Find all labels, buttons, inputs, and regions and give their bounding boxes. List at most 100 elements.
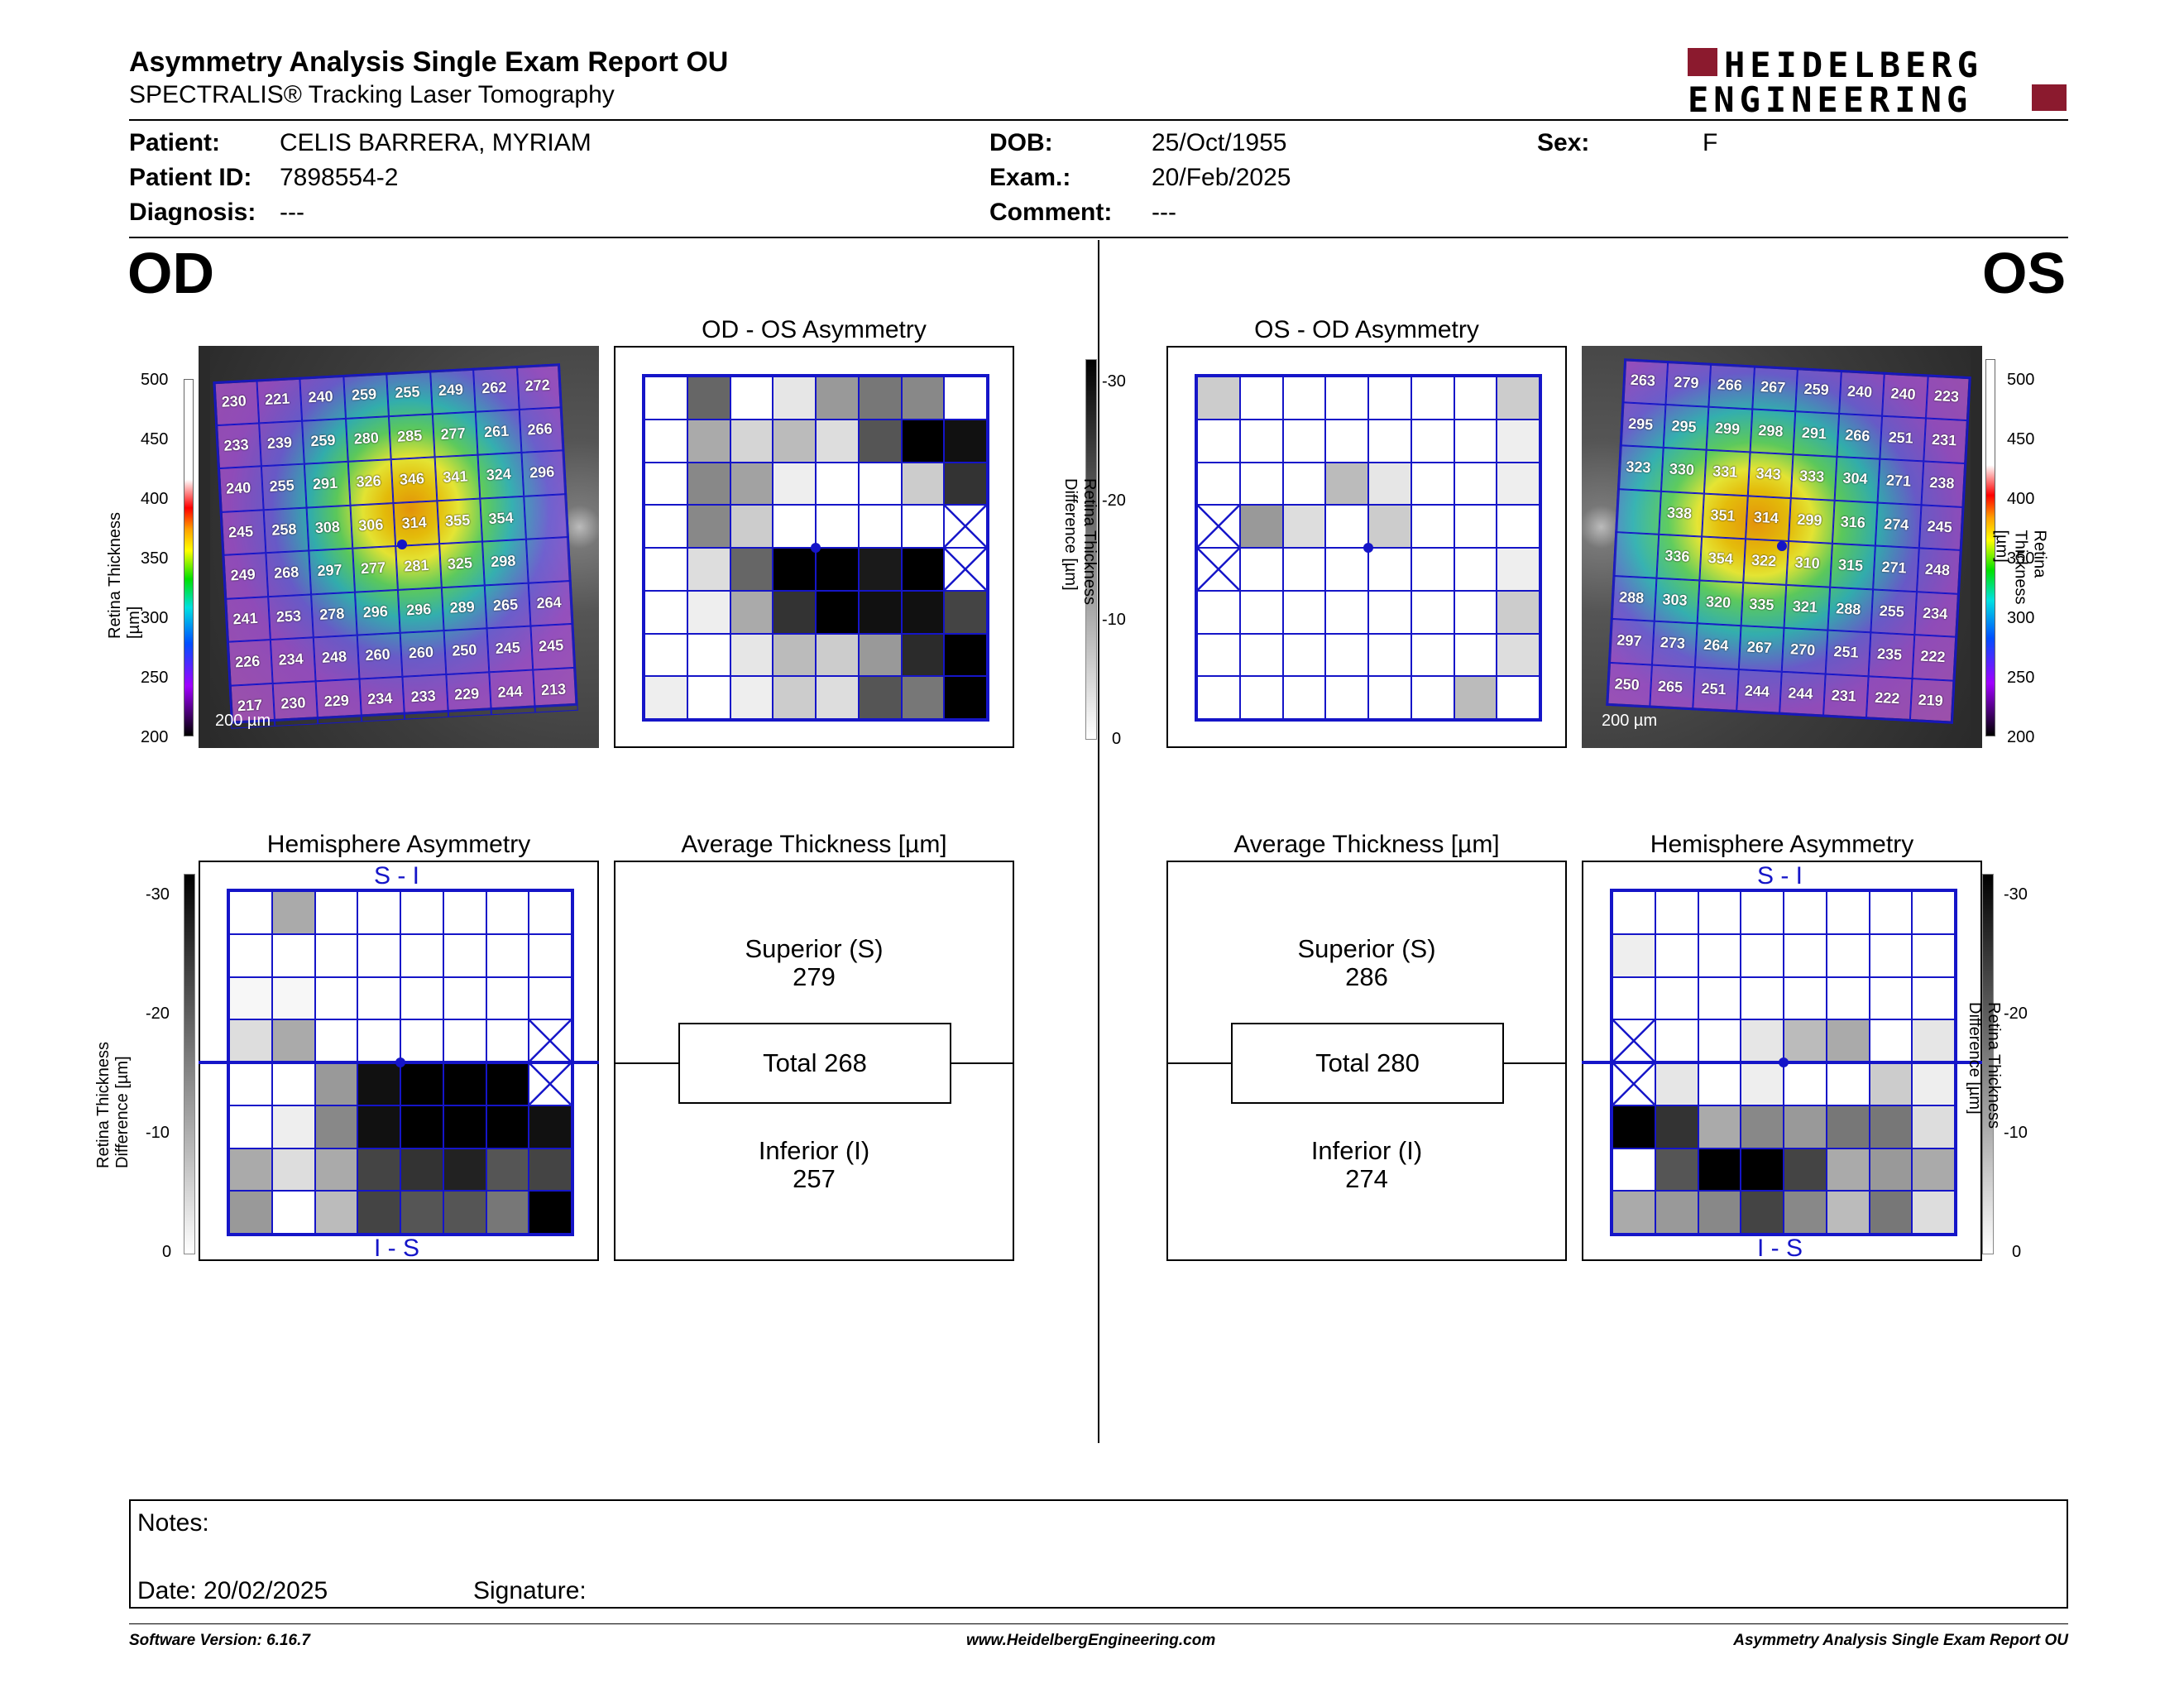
os-asym-cell [1282,590,1326,634]
od-thickness-cell: 296 [520,450,568,496]
os-thickness-value: 248 [1924,560,1951,579]
notes-box[interactable]: Notes: Date: 20/02/2025 Signature: [129,1499,2068,1609]
os-scale-label: 200 µm [1602,712,1658,730]
od-thickness-cell: 230 [213,379,259,425]
od-thickness-cell: 250 [443,628,490,674]
os-thickness-value: 234 [1922,604,1948,622]
od-hemi-cell [314,1105,358,1149]
od-thickness-cell: 262 [473,366,520,412]
od-thickness-value: 261 [483,422,510,440]
patient-id-label: Patient ID: [129,164,252,191]
od-thickness-value: 245 [495,639,521,657]
os-hemi-cell [1869,933,1913,977]
od-superior-value: 279 [793,962,836,991]
os-hemi-cell [1826,1105,1870,1149]
os-asym-cell [1282,376,1326,420]
os-thickness-value: 323 [1625,458,1651,477]
os-asym-cell [1410,462,1454,506]
os-thickness-tick-5: 250 [2007,669,2035,687]
od-hemi-cell [314,891,358,934]
os-asym-title: OS - OD Asymmetry [1254,316,1479,343]
od-asym-cell [730,462,774,506]
os-thickness-legend: 500 450 400 350 300 250 200 Retina Thick… [1982,356,2065,746]
os-thickness-cell: 330 [1660,447,1707,494]
od-thickness-cell: 259 [302,418,348,464]
os-hemi-cell [1698,1148,1741,1192]
os-thickness-cell: 314 [1745,495,1791,541]
os-thickness-value: 251 [1701,679,1727,698]
os-thickness-cell: 271 [1877,458,1923,505]
os-asym-cell [1410,376,1454,420]
od-hemi-cell [400,1191,443,1234]
os-asym-cell [1197,505,1240,548]
os-hemi-cell [1612,976,1655,1020]
os-hemi-cell [1869,1191,1913,1234]
od-asym-cell [730,590,774,634]
od-thickness-cell: 234 [270,637,316,683]
os-hemi-panel: S - I I - S [1582,861,1982,1262]
os-asym-cell [1368,419,1411,463]
od-thickness-cell: 296 [354,589,400,635]
os-hemi-cell [1655,976,1698,1020]
os-thickness-cell: 288 [1827,587,1874,633]
od-asym-cell [901,590,945,634]
os-hemi-title: Hemisphere Asymmetry [1650,831,1914,858]
logo-red-square-bottom [2032,84,2067,111]
patient-divider [129,237,2068,238]
od-hemi-cell [486,1019,529,1062]
os-thickness-value: 263 [1630,371,1656,390]
od-asym-cell [644,676,687,719]
os-thickness-value: 266 [1844,425,1870,444]
os-thickness-cell: 270 [1781,627,1827,674]
os-asym-cell [1410,590,1454,634]
od-hemi-cell [400,933,443,977]
od-thickness-value: 221 [264,390,290,409]
os-thickness-cell: 303 [1654,578,1700,624]
os-hemi-legend: -30 -20 -10 0 Retina Thickness Differenc… [1966,874,2065,1263]
os-asym-cell [1454,419,1497,463]
os-asym-panel [1166,346,1567,748]
od-thickness-value: 341 [442,468,468,486]
od-hemi-cell [529,1019,572,1062]
od-asym-cell [644,462,687,506]
os-hemi-cell [1655,1148,1698,1192]
os-hemi-cell [1784,1105,1827,1149]
od-thickness-cell: 239 [258,420,304,467]
od-hemi-tick-1: -20 [146,1005,170,1023]
logo-red-square-top [1688,48,1717,76]
os-thickness-value: 259 [1803,380,1830,399]
os-asym-cell [1197,419,1240,463]
od-thickness-cell: 264 [528,580,574,626]
os-thickness-cell: 315 [1829,543,1875,589]
diagnosis-label: Diagnosis: [129,199,256,226]
os-hemi-cell [1826,1062,1870,1105]
od-asym-cell [687,462,730,506]
os-thickness-value: 316 [1840,512,1866,531]
os-asym-cell [1282,676,1326,719]
od-hemi-cell [271,1191,315,1234]
os-thickness-cell: 244 [1736,669,1782,715]
os-thickness-value: 264 [1703,635,1729,655]
od-asym-cell [816,633,859,677]
center-divider [1098,240,1099,1443]
od-thickness-value: 260 [408,643,434,662]
os-thickness-cell: 316 [1832,500,1878,546]
os-asym-cell [1454,548,1497,591]
od-thickness-value: 298 [490,552,516,570]
od-asym-cell [944,548,987,591]
os-thickness-value: 244 [1744,681,1770,700]
od-thickness-value: 296 [529,463,555,482]
od-thickness-grid: 230 221 240 259 255 249 262 272 233 239 259 280 285 2… [213,363,578,729]
os-thickness-cell: 248 [1916,548,1962,594]
os-thickness-value: 240 [1846,382,1873,401]
os-hemi-tick-3: 0 [2012,1243,2022,1261]
os-hemi-tick-1: -20 [2004,1005,2028,1023]
os-thickness-value: 291 [1801,424,1827,442]
os-asym-cell [1239,462,1283,506]
footer-divider [129,1623,2068,1624]
os-avg-title: Average Thickness [µm] [1233,831,1500,858]
od-asym-cell [687,376,730,420]
os-thickness-value: 331 [1712,463,1738,481]
os-thickness-value: 338 [1666,503,1693,522]
website-link[interactable]: www.HeidelbergEngineering.com [966,1632,1216,1649]
